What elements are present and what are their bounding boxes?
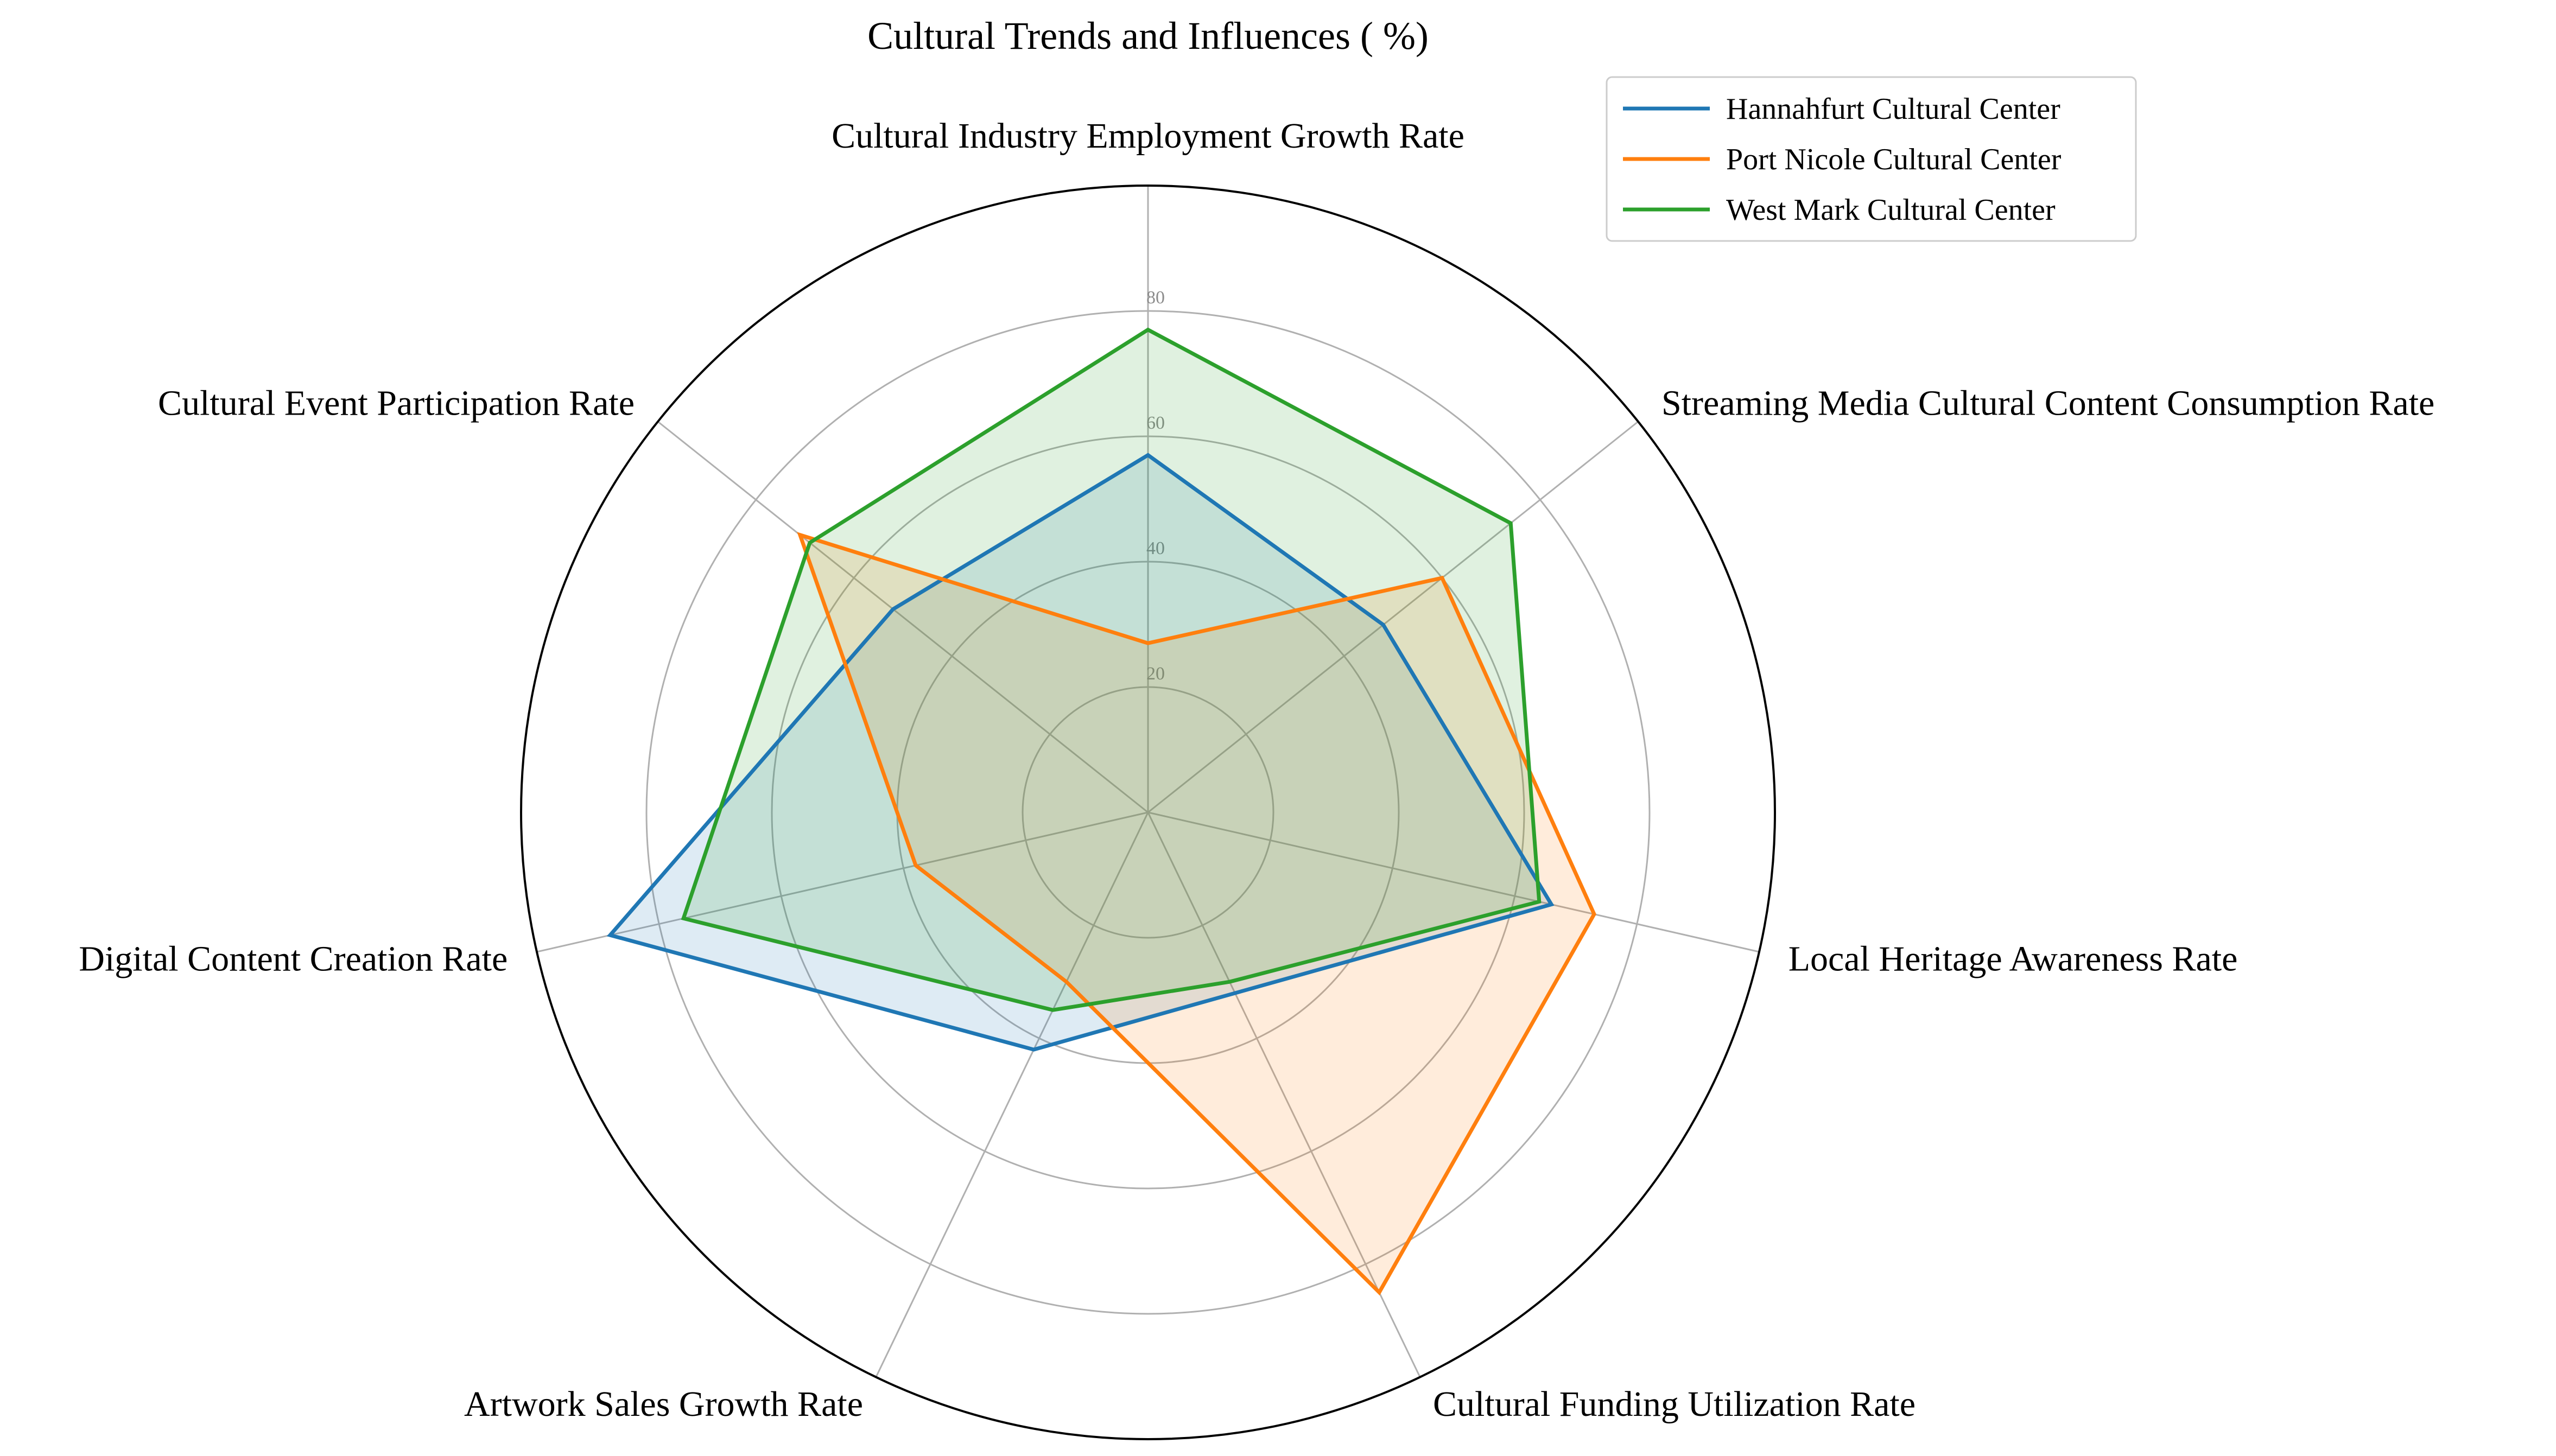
radial-tick-label: 40	[1146, 538, 1165, 558]
radial-tick-label: 60	[1146, 413, 1165, 433]
axis-spoke	[1147, 421, 1639, 813]
legend: Hannahfurt Cultural Center Port Nicole Cu…	[1606, 76, 2137, 242]
outer-frame	[520, 185, 1776, 1440]
axis-label: Cultural Funding Utilization Rate	[1433, 1384, 1916, 1424]
legend-label: West Mark Cultural Center	[1726, 193, 2056, 227]
axis-label: Cultural Industry Employment Growth Rate	[832, 116, 1464, 156]
axis-spoke	[1147, 812, 1421, 1378]
axis-spoke	[1147, 811, 1760, 953]
axis-spoke	[875, 812, 1149, 1378]
radar-grid: 20 40 60 80	[520, 185, 1776, 1440]
axis-label: Artwork Sales Growth Rate	[464, 1384, 863, 1424]
chart-title: Cultural Trends and Influences ( %)	[867, 14, 1429, 58]
axis-labels: Cultural Industry Employment Growth Rate…	[79, 116, 2434, 1424]
series-area	[800, 535, 1594, 1293]
legend-label: Port Nicole Cultural Center	[1726, 143, 2062, 176]
axis-spoke	[536, 811, 1149, 953]
axis-label: Cultural Event Participation Rate	[158, 384, 635, 423]
axis-label: Digital Content Creation Rate	[79, 939, 508, 978]
legend-label: Hannahfurt Cultural Center	[1726, 92, 2060, 126]
series-area	[610, 455, 1552, 1050]
axis-spoke	[657, 421, 1149, 813]
legend-box	[1606, 76, 2137, 242]
series-line	[681, 327, 1542, 1012]
axis-label: Streaming Media Cultural Content Consump…	[1661, 384, 2434, 423]
radial-tick-label: 80	[1146, 288, 1165, 308]
axis-label: Local Heritage Awareness Rate	[1788, 939, 2238, 978]
series-area	[683, 329, 1539, 1010]
series-layer	[606, 327, 1596, 1296]
series-line	[797, 532, 1596, 1296]
radial-tick-label: 20	[1146, 664, 1165, 684]
